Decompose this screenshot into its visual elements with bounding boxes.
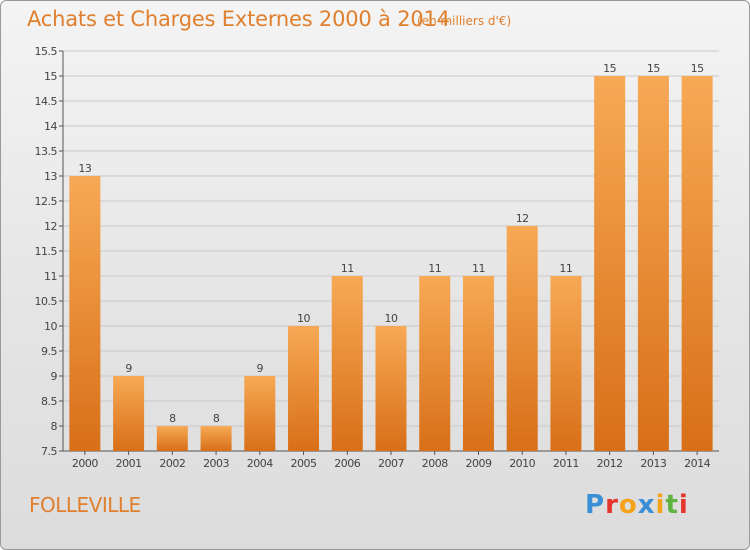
bar-value-label: 8 (213, 412, 220, 425)
bar-2000 (69, 176, 101, 451)
bar-2007 (375, 326, 407, 451)
x-tick-label: 2014 (684, 457, 710, 470)
bar-value-label: 11 (472, 262, 485, 275)
bar-2002 (156, 426, 188, 451)
y-tick-label: 11 (44, 270, 57, 283)
bar-value-label: 9 (257, 362, 264, 375)
bar-2013 (637, 76, 669, 451)
x-tick-label: 2000 (72, 457, 98, 470)
bar-2005 (288, 326, 320, 451)
bar-2009 (462, 276, 494, 451)
bar-value-label: 15 (603, 62, 616, 75)
y-tick-label: 14.5 (35, 95, 58, 108)
y-tick-label: 12.5 (35, 195, 58, 208)
x-tick-label: 2003 (203, 457, 229, 470)
y-tick-label: 9.5 (41, 345, 57, 358)
x-tick-label: 2010 (509, 457, 535, 470)
x-tick-label: 2005 (291, 457, 317, 470)
bar-value-label: 15 (647, 62, 660, 75)
y-tick-label: 10.5 (35, 295, 58, 308)
bar-value-label: 10 (297, 312, 310, 325)
bar-value-label: 9 (125, 362, 132, 375)
bars (69, 76, 713, 451)
bar-2001 (113, 376, 145, 451)
proxiti-logo: Proxiti (585, 490, 689, 520)
logo-letter: P (585, 490, 606, 520)
bar-value-label: 12 (516, 212, 529, 225)
logo-letter: i (678, 490, 689, 520)
y-tick-label: 11.5 (35, 245, 58, 258)
y-tick-label: 13.5 (35, 145, 58, 158)
labels: 7.5 8 8.5 9 9.5 10 10.5 11 11.5 12 12.5 13 13.5 14 14.… (35, 45, 712, 470)
y-tick-label: 14 (44, 120, 57, 133)
bar-2012 (594, 76, 626, 451)
bar-2010 (506, 226, 538, 451)
chart-unit-label: (en milliers d'€) (417, 14, 512, 28)
bar-2003 (200, 426, 232, 451)
bar-2011 (550, 276, 582, 451)
logo-letter: r (605, 490, 619, 520)
chart-title: Achats et Charges Externes 2000 à 2014 (27, 7, 450, 31)
x-tick-label: 2012 (597, 457, 623, 470)
commune-name: FOLLEVILLE (29, 493, 141, 517)
x-tick-label: 2008 (422, 457, 448, 470)
x-tick-label: 2001 (116, 457, 142, 470)
bar-value-label: 11 (559, 262, 572, 275)
y-tick-label: 10 (44, 320, 57, 333)
y-tick-label: 12 (44, 220, 57, 233)
y-tick-label: 7.5 (41, 445, 57, 458)
bar-value-label: 11 (428, 262, 441, 275)
logo-letter: t (665, 490, 679, 520)
bar-2006 (331, 276, 363, 451)
x-tick-label: 2006 (334, 457, 360, 470)
y-tick-label: 15 (44, 70, 57, 83)
x-tick-label: 2013 (640, 457, 666, 470)
y-tick-label: 9 (51, 370, 58, 383)
y-tick-label: 13 (44, 170, 57, 183)
y-tick-label: 8 (51, 420, 58, 433)
bar-2004 (244, 376, 276, 451)
bar-value-label: 8 (169, 412, 176, 425)
bar-value-label: 13 (78, 162, 91, 175)
x-tick-label: 2011 (553, 457, 579, 470)
y-tick-label: 8.5 (41, 395, 57, 408)
bar-value-label: 10 (385, 312, 398, 325)
logo-letter: i (655, 490, 666, 520)
bar-2014 (681, 76, 713, 451)
x-tick-label: 2007 (378, 457, 404, 470)
logo-letter: x (637, 490, 656, 520)
bar-2008 (419, 276, 451, 451)
x-tick-label: 2002 (159, 457, 185, 470)
y-tick-label: 15.5 (35, 45, 58, 58)
x-tick-label: 2009 (465, 457, 491, 470)
bar-value-label: 15 (691, 62, 704, 75)
bar-value-label: 11 (341, 262, 354, 275)
logo-letter: o (618, 490, 638, 520)
x-tick-label: 2004 (247, 457, 273, 470)
